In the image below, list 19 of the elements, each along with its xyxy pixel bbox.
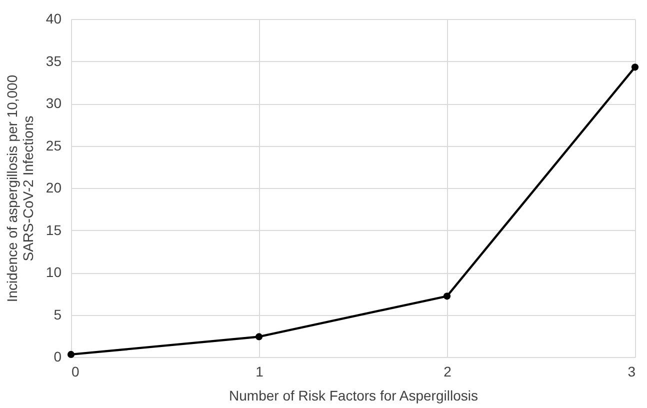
point (631, 64, 639, 71)
point (255, 333, 263, 340)
x-tick-label: 2 (444, 364, 452, 380)
x-tick-label: 1 (256, 364, 264, 380)
y-tick-label: 10 (46, 264, 62, 280)
y-tick-label: 0 (54, 348, 62, 364)
y-tick-label: 35 (46, 52, 62, 69)
y-axis-title: Incidence of aspergillosis per 10,000 SARS-CoV-2 Infections (4, 74, 36, 302)
y-tick-label: 30 (46, 95, 62, 111)
point (67, 350, 75, 358)
y-tick-label: 25 (46, 137, 62, 154)
y-tick-label: 5 (54, 306, 62, 322)
point (443, 292, 451, 300)
x-tick-label: 3 (628, 364, 636, 380)
y-tick-label: 15 (46, 222, 62, 238)
y-tick-label: 40 (46, 10, 62, 26)
y-tick-label: 20 (46, 180, 62, 196)
x-tick-label: 0 (72, 364, 80, 380)
x-axis-title: Number of Risk Factors for Aspergillosis (229, 388, 478, 404)
